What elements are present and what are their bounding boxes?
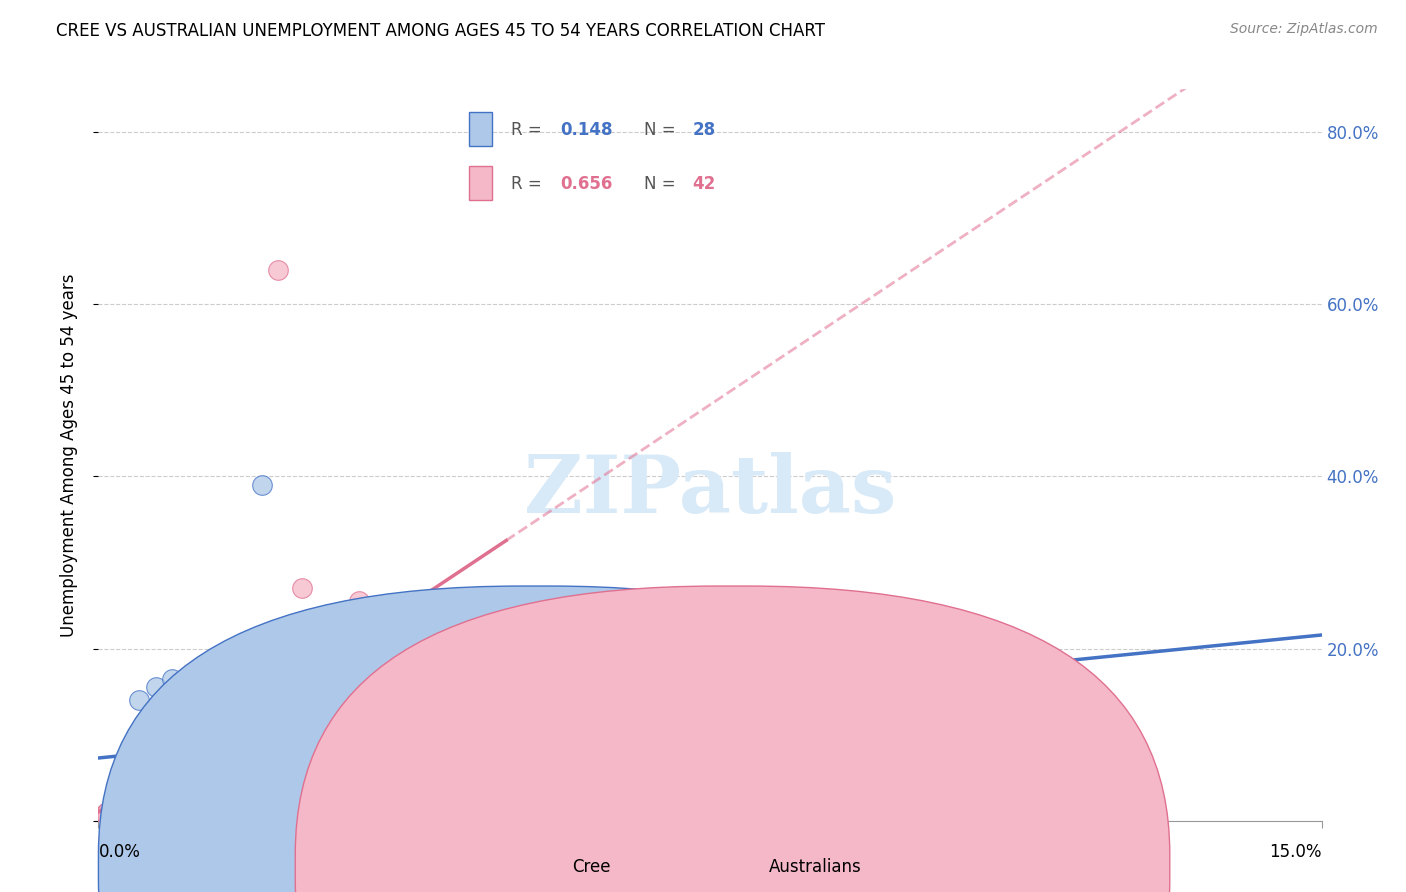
Point — [128, 809, 150, 823]
Point — [136, 809, 159, 823]
Point — [111, 809, 134, 823]
Text: Australians: Australians — [769, 858, 862, 876]
Point — [193, 680, 215, 694]
Point — [100, 805, 122, 819]
Point — [201, 680, 224, 694]
Point — [536, 766, 558, 780]
Point — [169, 689, 191, 703]
Point — [250, 478, 273, 492]
Point — [104, 805, 127, 819]
Point — [186, 672, 208, 686]
Point — [120, 805, 142, 819]
Point — [104, 809, 127, 823]
Point — [186, 693, 208, 707]
Text: 0.0%: 0.0% — [98, 843, 141, 861]
Point — [160, 805, 183, 819]
Point — [104, 805, 127, 819]
Text: Cree: Cree — [572, 858, 610, 876]
Point — [396, 680, 419, 694]
Point — [145, 809, 167, 823]
Point — [93, 809, 115, 823]
Point — [177, 680, 200, 694]
Point — [160, 672, 183, 686]
Point — [160, 805, 183, 819]
Text: ZIPatlas: ZIPatlas — [524, 452, 896, 531]
Point — [373, 680, 395, 694]
Point — [193, 779, 215, 793]
Point — [111, 809, 134, 823]
Point — [332, 607, 354, 621]
Point — [218, 706, 240, 720]
Point — [145, 805, 167, 819]
Point — [145, 680, 167, 694]
Point — [308, 689, 330, 703]
Point — [128, 693, 150, 707]
Point — [120, 809, 142, 823]
Point — [111, 805, 134, 819]
Point — [152, 805, 174, 819]
Point — [226, 698, 249, 712]
Point — [862, 714, 884, 729]
Point — [152, 805, 174, 819]
Point — [169, 680, 191, 694]
Point — [413, 693, 436, 707]
Point — [177, 680, 200, 694]
Point — [495, 693, 517, 707]
Point — [111, 809, 134, 823]
Point — [96, 809, 118, 823]
Point — [96, 809, 118, 823]
Point — [152, 788, 174, 802]
Point — [104, 809, 127, 823]
Text: Source: ZipAtlas.com: Source: ZipAtlas.com — [1230, 22, 1378, 37]
Text: 15.0%: 15.0% — [1270, 843, 1322, 861]
Point — [128, 805, 150, 819]
Point — [96, 805, 118, 819]
Point — [91, 809, 114, 823]
Point — [111, 805, 134, 819]
Point — [120, 805, 142, 819]
Point — [104, 809, 127, 823]
Point — [413, 801, 436, 815]
Point — [291, 582, 314, 596]
Point — [373, 693, 395, 707]
Text: CREE VS AUSTRALIAN UNEMPLOYMENT AMONG AGES 45 TO 54 YEARS CORRELATION CHART: CREE VS AUSTRALIAN UNEMPLOYMENT AMONG AG… — [56, 22, 825, 40]
Point — [104, 797, 127, 811]
Point — [250, 680, 273, 694]
Point — [233, 698, 256, 712]
Y-axis label: Unemployment Among Ages 45 to 54 years: Unemployment Among Ages 45 to 54 years — [59, 273, 77, 637]
Point — [104, 805, 127, 819]
Point — [128, 805, 150, 819]
Point — [267, 263, 290, 277]
Point — [193, 702, 215, 716]
Point — [96, 809, 118, 823]
Point — [90, 809, 112, 823]
Point — [136, 809, 159, 823]
Point — [128, 809, 150, 823]
Point — [209, 672, 232, 686]
Point — [209, 714, 232, 729]
Point — [96, 805, 118, 819]
Point — [349, 594, 371, 608]
